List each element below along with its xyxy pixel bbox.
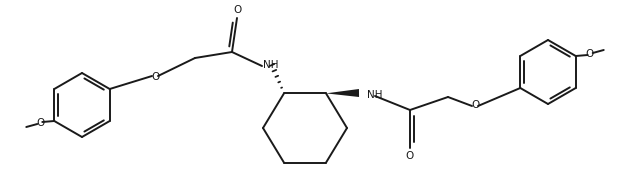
Text: NH: NH bbox=[367, 90, 382, 100]
Text: O: O bbox=[233, 5, 241, 15]
Polygon shape bbox=[326, 89, 359, 97]
Text: O: O bbox=[151, 72, 159, 82]
Text: NH: NH bbox=[263, 60, 278, 70]
Text: O: O bbox=[36, 118, 44, 128]
Text: O: O bbox=[406, 151, 414, 161]
Text: O: O bbox=[471, 100, 479, 110]
Text: O: O bbox=[586, 49, 594, 59]
